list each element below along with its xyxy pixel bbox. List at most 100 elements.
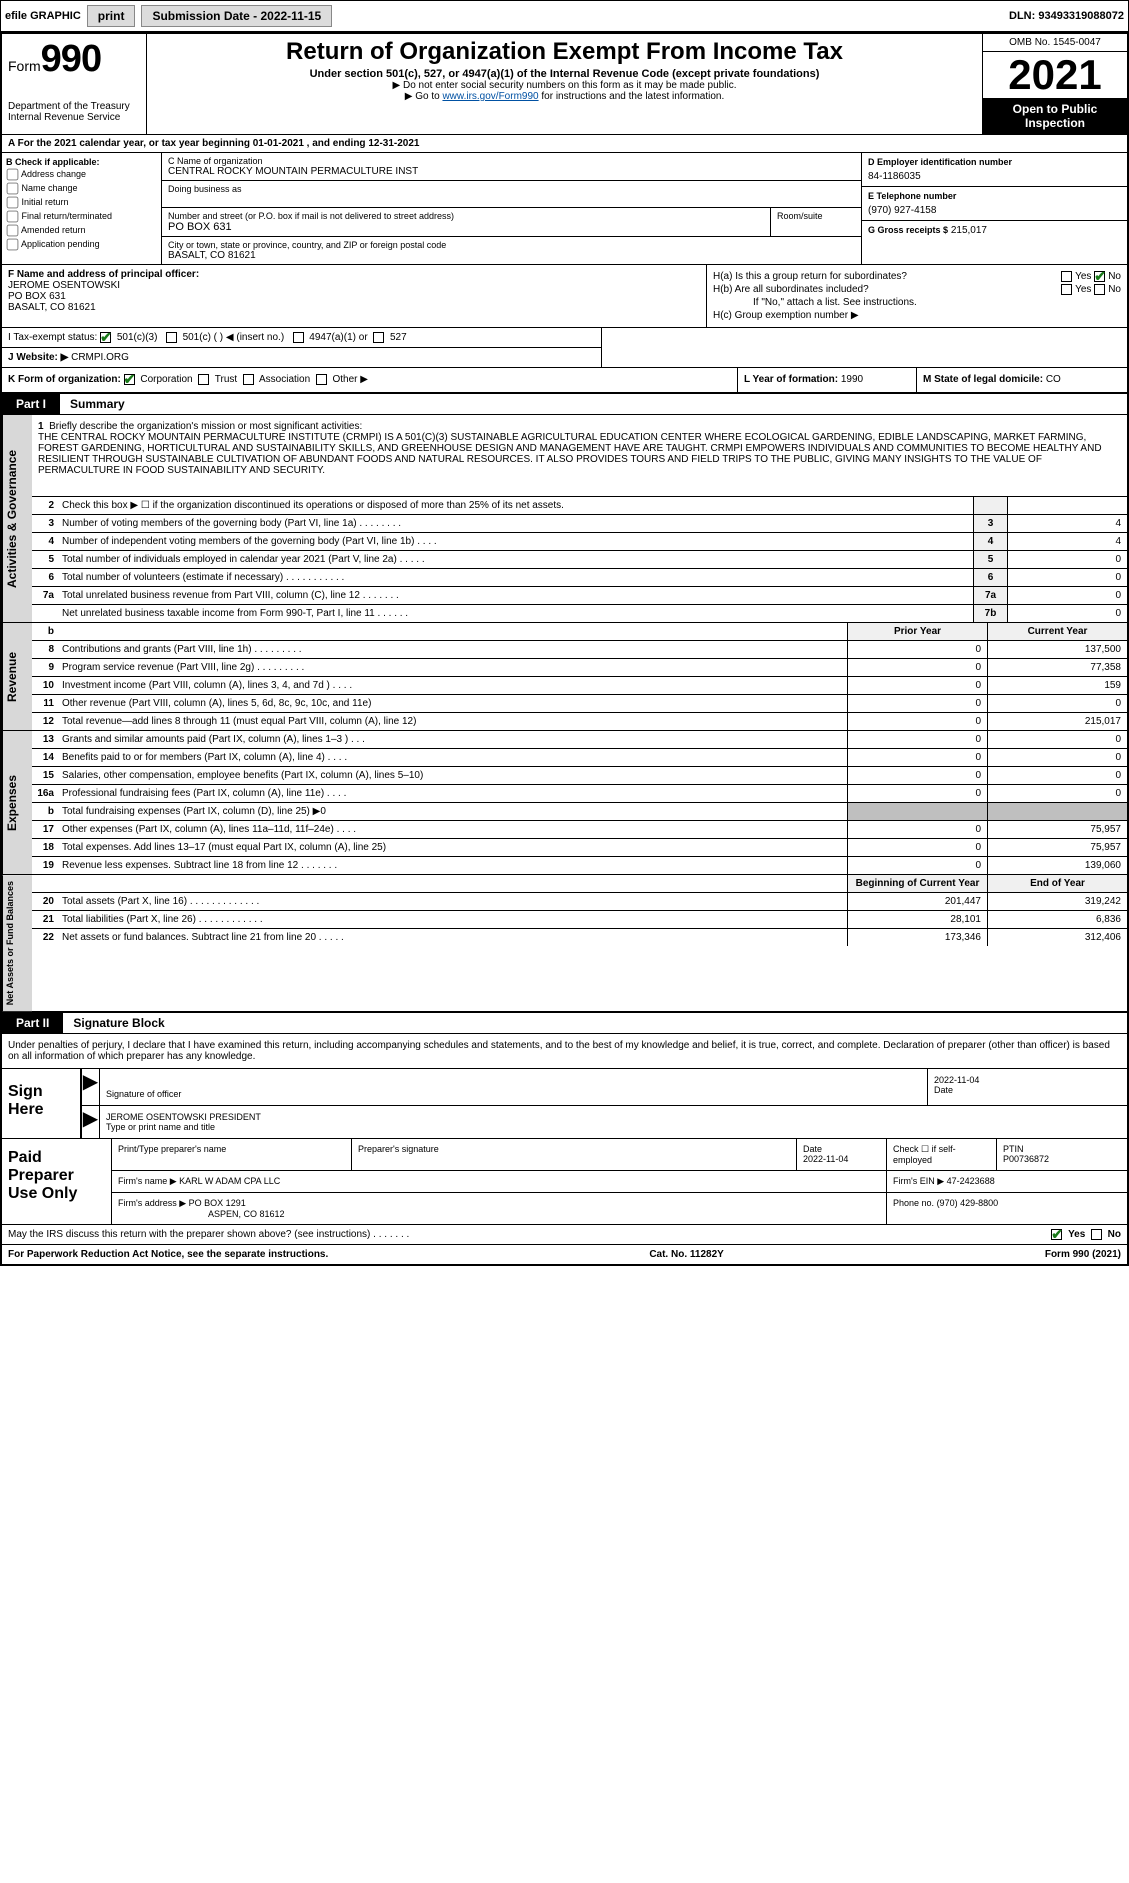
chk-final-return[interactable]: Final return/terminated — [6, 210, 157, 223]
prep-name-label: Print/Type preparer's name — [112, 1139, 352, 1170]
row-a-tax-year: A For the 2021 calendar year, or tax yea… — [2, 135, 1127, 153]
form-footer: Form 990 (2021) — [1045, 1249, 1121, 1260]
side-label-net-assets: Net Assets or Fund Balances — [2, 875, 32, 1011]
table-row: 9 Program service revenue (Part VIII, li… — [32, 659, 1127, 677]
table-row: 22 Net assets or fund balances. Subtract… — [32, 929, 1127, 946]
chk-trust[interactable] — [198, 374, 209, 385]
chk-amended-return[interactable]: Amended return — [6, 224, 157, 237]
self-employed-check[interactable]: Check ☐ if self-employed — [887, 1139, 997, 1170]
ein-value: 84-1186035 — [868, 167, 1121, 182]
row-l-formation: L Year of formation: 1990 — [737, 368, 917, 391]
org-city: BASALT, CO 81621 — [168, 250, 855, 261]
table-row: 10 Investment income (Part VIII, column … — [32, 677, 1127, 695]
chk-corporation[interactable] — [124, 374, 135, 385]
tel-value: (970) 927-4158 — [868, 201, 1121, 216]
form-frame: Form990 Department of the Treasury Inter… — [0, 32, 1129, 1266]
firm-addr1: PO BOX 1291 — [189, 1198, 246, 1208]
hb-note: If "No," attach a list. See instructions… — [713, 297, 1121, 308]
print-name-label: Type or print name and title — [106, 1122, 1121, 1132]
table-row: 20 Total assets (Part X, line 16) . . . … — [32, 893, 1127, 911]
dln-label: DLN: 93493319088072 — [1009, 10, 1124, 22]
chk-other[interactable] — [316, 374, 327, 385]
irs-label: Internal Revenue Service — [8, 112, 140, 123]
gross-label: G Gross receipts $ — [868, 225, 948, 235]
org-name: CENTRAL ROCKY MOUNTAIN PERMACULTURE INST — [168, 166, 855, 177]
prep-sig-label: Preparer's signature — [352, 1139, 797, 1170]
gross-value: 215,017 — [951, 225, 987, 236]
side-label-governance: Activities & Governance — [2, 415, 32, 622]
table-row: 14 Benefits paid to or for members (Part… — [32, 749, 1127, 767]
section-b-checkboxes: B Check if applicable: Address change Na… — [2, 153, 162, 264]
print-button[interactable]: print — [87, 5, 136, 27]
cat-number: Cat. No. 11282Y — [649, 1249, 723, 1260]
instructions-note: ▶ Go to www.irs.gov/Form990 for instruct… — [155, 91, 974, 102]
table-row: 4 Number of independent voting members o… — [32, 533, 1127, 551]
mission-text: THE CENTRAL ROCKY MOUNTAIN PERMACULTURE … — [38, 432, 1102, 476]
row-m-domicile: M State of legal domicile: CO — [917, 368, 1127, 391]
hdr-end-year: End of Year — [987, 875, 1127, 892]
sig-officer-label: Signature of officer — [106, 1089, 921, 1099]
discuss-yes[interactable] — [1051, 1229, 1062, 1240]
firm-name: KARL W ADAM CPA LLC — [179, 1176, 280, 1186]
table-row: 16a Professional fundraising fees (Part … — [32, 785, 1127, 803]
form-subtitle: Under section 501(c), 527, or 4947(a)(1)… — [155, 68, 974, 80]
chk-501c[interactable] — [166, 332, 177, 343]
f-label: F Name and address of principal officer: — [8, 269, 700, 280]
discuss-row: May the IRS discuss this return with the… — [2, 1225, 1127, 1245]
side-label-expenses: Expenses — [2, 731, 32, 874]
table-row: Net unrelated business taxable income fr… — [32, 605, 1127, 622]
room-suite-label: Room/suite — [771, 208, 861, 236]
part2-header: Part II Signature Block — [2, 1013, 1127, 1034]
prep-date: 2022-11-04 — [803, 1154, 880, 1164]
ha-answer: Yes No — [1061, 271, 1121, 282]
ptin-value: P00736872 — [1003, 1154, 1121, 1164]
hc-label: H(c) Group exemption number ▶ — [713, 310, 859, 321]
arrow-icon: ▶ — [82, 1069, 100, 1105]
row-i-tax-status: I Tax-exempt status: 501(c)(3) 501(c) ( … — [2, 328, 601, 348]
tel-label: E Telephone number — [868, 191, 1121, 201]
table-row: b Total fundraising expenses (Part IX, c… — [32, 803, 1127, 821]
firm-addr2: ASPEN, CO 81612 — [118, 1209, 285, 1219]
hdr-begin-year: Beginning of Current Year — [847, 875, 987, 892]
table-row: 17 Other expenses (Part IX, column (A), … — [32, 821, 1127, 839]
submission-date-button[interactable]: Submission Date - 2022-11-15 — [141, 5, 332, 27]
chk-527[interactable] — [373, 332, 384, 343]
paid-preparer-label: Paid Preparer Use Only — [2, 1139, 112, 1224]
chk-initial-return[interactable]: Initial return — [6, 196, 157, 209]
hb-label: H(b) Are all subordinates included? — [713, 284, 869, 295]
firm-ein: 47-2423688 — [947, 1176, 995, 1186]
officer-print-name: JEROME OSENTOWSKI PRESIDENT — [106, 1112, 1121, 1122]
table-row: 5 Total number of individuals employed i… — [32, 551, 1127, 569]
addr-label: Number and street (or P.O. box if mail i… — [168, 211, 764, 221]
table-row: 11 Other revenue (Part VIII, column (A),… — [32, 695, 1127, 713]
table-row: 7a Total unrelated business revenue from… — [32, 587, 1127, 605]
row-k-form-org: K Form of organization: Corporation Trus… — [2, 368, 737, 391]
chk-application-pending[interactable]: Application pending — [6, 238, 157, 251]
table-row: 15 Salaries, other compensation, employe… — [32, 767, 1127, 785]
ha-label: H(a) Is this a group return for subordin… — [713, 271, 907, 282]
chk-association[interactable] — [243, 374, 254, 385]
ssn-note: ▶ Do not enter social security numbers o… — [155, 80, 974, 91]
topbar: efile GRAPHIC print Submission Date - 20… — [0, 0, 1129, 32]
sign-date-value: 2022-11-04 — [934, 1075, 1121, 1085]
table-row: 6 Total number of volunteers (estimate i… — [32, 569, 1127, 587]
chk-name-change[interactable]: Name change — [6, 182, 157, 195]
signature-intro: Under penalties of perjury, I declare th… — [2, 1034, 1127, 1069]
chk-address-change[interactable]: Address change — [6, 168, 157, 181]
c-name-label: C Name of organization — [168, 156, 855, 166]
table-row: 12 Total revenue—add lines 8 through 11 … — [32, 713, 1127, 730]
omb-number: OMB No. 1545-0047 — [983, 34, 1127, 52]
chk-501c3[interactable] — [100, 332, 111, 343]
firm-phone: (970) 429-8800 — [937, 1198, 999, 1208]
chk-4947[interactable] — [293, 332, 304, 343]
part1-header: Part I Summary — [2, 394, 1127, 415]
officer-addr1: PO BOX 631 — [8, 291, 700, 302]
table-row: 2 Check this box ▶ ☐ if the organization… — [32, 497, 1127, 515]
table-row: 21 Total liabilities (Part X, line 26) .… — [32, 911, 1127, 929]
b-heading: B Check if applicable: — [6, 157, 157, 167]
table-row: 3 Number of voting members of the govern… — [32, 515, 1127, 533]
instructions-link[interactable]: www.irs.gov/Form990 — [442, 91, 538, 102]
row-j-website: J Website: ▶ CRMPI.ORG — [2, 348, 601, 367]
form-title: Return of Organization Exempt From Incom… — [155, 38, 974, 66]
discuss-no[interactable] — [1091, 1229, 1102, 1240]
